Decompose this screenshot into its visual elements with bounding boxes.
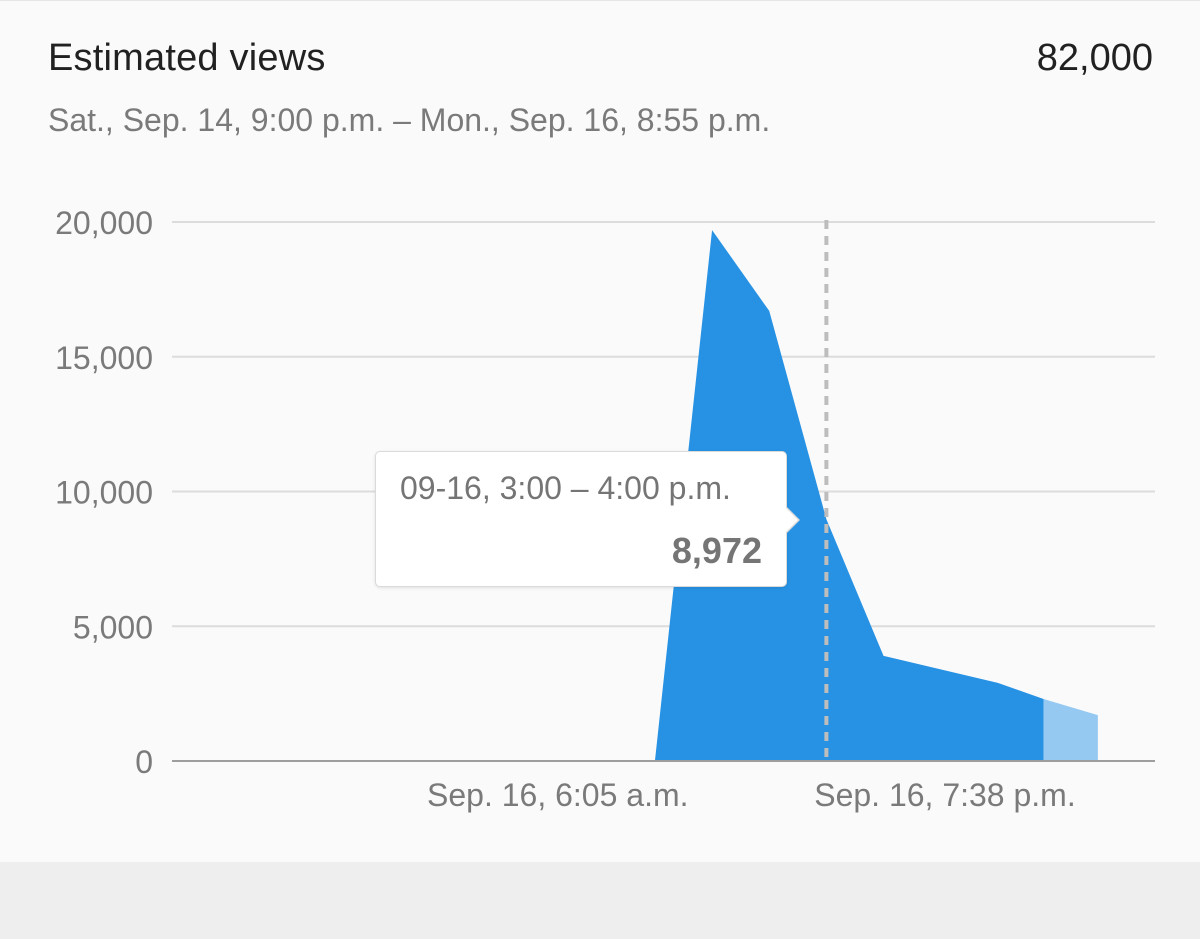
views-card: Estimated views 82,000 Sat., Sep. 14, 9:… [0, 0, 1200, 862]
y-tick-label: 5,000 [73, 609, 153, 645]
card-title: Estimated views [48, 37, 326, 79]
y-tick-label: 20,000 [55, 205, 153, 241]
chart-tooltip: 09-16, 3:00 – 4:00 p.m. 8,972 [375, 451, 800, 587]
total-views: 82,000 [1036, 37, 1153, 79]
bottom-band [0, 862, 1200, 939]
tooltip-range: 09-16, 3:00 – 4:00 p.m. [400, 470, 731, 506]
x-tick-label: Sep. 16, 7:38 p.m. [814, 777, 1076, 813]
tooltip-pointer [785, 506, 800, 534]
y-tick-label: 15,000 [55, 340, 153, 376]
date-range: Sat., Sep. 14, 9:00 p.m. – Mon., Sep. 16… [48, 102, 771, 138]
y-tick-label: 0 [135, 744, 153, 780]
y-tick-label: 10,000 [55, 475, 153, 511]
tooltip-value: 8,972 [671, 530, 762, 571]
x-tick-label: Sep. 16, 6:05 a.m. [427, 777, 689, 813]
views-area-partial [1043, 699, 1098, 761]
views-chart[interactable]: 20,000 15,000 10,000 5,000 0 Sep. 16, 6:05 a.… [0, 1, 1200, 863]
